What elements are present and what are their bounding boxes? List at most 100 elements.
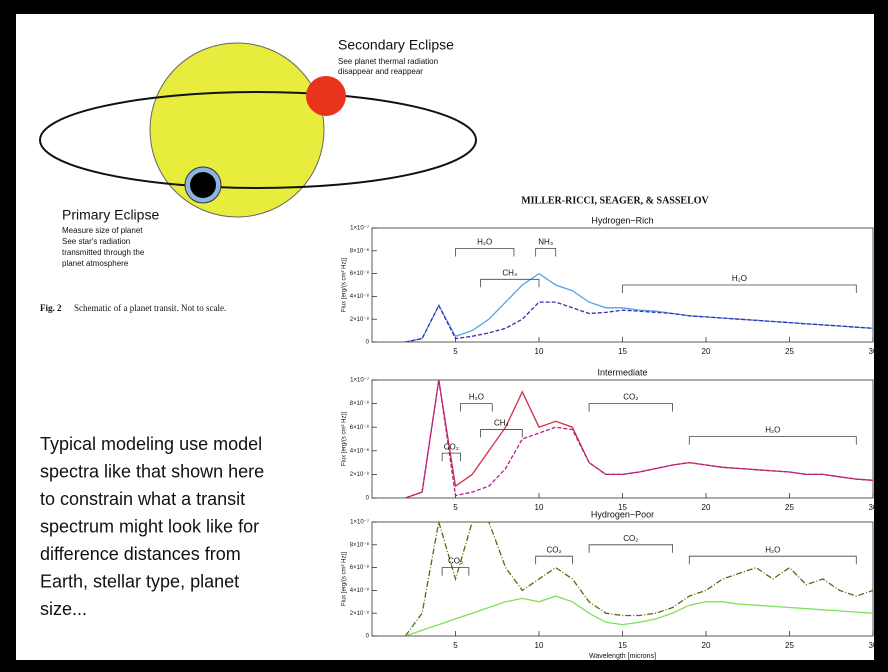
annotation-label: CO₂ — [444, 442, 459, 451]
y-tick-label: 8×10⁻⁸ — [350, 247, 370, 254]
orbit — [39, 91, 477, 189]
secondary-title: Secondary Eclipse — [338, 37, 454, 53]
spectrum-line — [405, 301, 873, 342]
annotation-label: CO₂ — [623, 393, 638, 402]
y-axis-label: Flux [erg/(s cm² Hz)] — [342, 258, 348, 313]
annotation-label: NH₃ — [538, 238, 553, 247]
annotation-bracket — [688, 436, 857, 445]
body-text-line: difference distances from — [40, 544, 241, 564]
x-axis-label: Wavelength [microns] — [589, 653, 656, 660]
annotation-bracket — [441, 452, 461, 462]
secondary-line: See planet thermal radiation — [338, 57, 438, 66]
y-tick-label: 4×10⁻⁸ — [350, 447, 370, 454]
secondary-line: disappear and reappear — [338, 67, 423, 76]
x-tick-label: 15 — [618, 503, 627, 512]
y-tick-label: 1×10⁻⁷ — [350, 377, 369, 384]
body-text-line: to constrain what a transit — [40, 489, 245, 509]
y-tick-label: 1×10⁻⁷ — [350, 225, 369, 232]
y-tick-label: 6×10⁻⁸ — [350, 424, 370, 431]
primary-line: Measure size of planet — [62, 226, 143, 235]
annotation-bracket — [441, 567, 470, 576]
annotation-bracket — [588, 403, 673, 412]
x-tick-label: 30 — [869, 641, 878, 650]
y-tick-label: 6×10⁻⁸ — [350, 270, 370, 277]
y-tick-label: 4×10⁻⁸ — [350, 293, 370, 300]
y-tick-label: 2×10⁻⁸ — [350, 471, 370, 478]
x-tick-label: 5 — [453, 641, 458, 650]
y-axis-label: Flux [erg/(s cm² Hz)] — [342, 412, 348, 467]
annotation-bracket — [455, 248, 515, 257]
y-tick-label: 1×10⁻⁷ — [350, 519, 369, 526]
primary-line: See star's radiation — [62, 237, 130, 246]
y-tick-label: 8×10⁻⁸ — [350, 400, 370, 407]
star — [149, 42, 325, 218]
annotation-bracket — [688, 555, 857, 565]
spectrum-line — [404, 522, 873, 636]
x-tick-label: 20 — [702, 641, 711, 650]
primary-line: planet atmosphere — [62, 259, 129, 268]
annotation-label: CH₄ — [494, 419, 509, 428]
primary-line: transmitted through the — [62, 248, 145, 257]
annotation-label: H₂O — [477, 238, 492, 247]
annotation-bracket — [622, 284, 857, 293]
panel-title: Intermediate — [597, 367, 647, 377]
x-tick-label: 5 — [453, 347, 458, 356]
annotation-bracket — [480, 278, 540, 288]
y-tick-label: 0 — [366, 340, 370, 346]
spectrum-line — [405, 595, 873, 636]
y-tick-label: 4×10⁻⁸ — [350, 587, 370, 594]
annotation-label: CO₂ — [623, 534, 638, 543]
body-text-line: Earth, stellar type, planet — [40, 571, 239, 591]
annotation-bracket — [480, 429, 523, 438]
annotation-label: H₂O — [732, 274, 747, 283]
y-tick-label: 2×10⁻⁸ — [350, 316, 370, 323]
x-tick-label: 25 — [785, 503, 794, 512]
spectrum-line — [405, 380, 873, 498]
plot-area — [404, 522, 873, 636]
x-tick-label: 10 — [535, 503, 544, 512]
x-tick-label: 20 — [702, 347, 711, 356]
annotation-label: CO₂ — [546, 545, 561, 554]
caption-label: Fig. 2 — [40, 303, 62, 313]
annotation-label: H₂O — [765, 426, 780, 435]
x-tick-label: 30 — [869, 503, 878, 512]
annotation-bracket — [588, 544, 673, 553]
panel-title: Hydrogen−Poor — [591, 509, 654, 519]
annotation-label: CH₄ — [502, 268, 517, 277]
annotation-label: H₂O — [765, 545, 780, 554]
primary-title: Primary Eclipse — [62, 207, 159, 223]
figure-header: MILLER-RICCI, SEAGER, & SASSELOV — [521, 195, 709, 206]
y-tick-label: 2×10⁻⁸ — [350, 610, 370, 617]
planet-secondary — [306, 76, 346, 116]
body-text-line: spectra like that shown here — [40, 461, 264, 481]
y-tick-label: 8×10⁻⁸ — [350, 541, 370, 548]
plot-area — [405, 272, 873, 342]
spectrum-line — [405, 380, 873, 498]
annotation-bracket — [535, 248, 557, 257]
body-text-line: spectrum might look like for — [40, 516, 259, 536]
body-text-line: size... — [40, 599, 87, 619]
annotation-bracket — [460, 403, 493, 412]
x-tick-label: 25 — [785, 347, 794, 356]
x-tick-label: 15 — [618, 641, 627, 650]
x-tick-label: 30 — [869, 347, 878, 356]
annotation-label: H₂O — [469, 393, 484, 402]
y-tick-label: 0 — [366, 634, 370, 640]
caption-text: Schematic of a planet transit. Not to sc… — [74, 303, 226, 313]
y-axis-label: Flux [erg/(s cm² Hz)] — [342, 552, 348, 607]
x-tick-label: 20 — [702, 503, 711, 512]
x-tick-label: 15 — [618, 347, 627, 356]
annotation-bracket — [535, 555, 573, 565]
x-tick-label: 25 — [785, 641, 794, 650]
x-tick-label: 10 — [535, 641, 544, 650]
y-tick-label: 0 — [366, 496, 370, 502]
plot-area — [405, 380, 873, 498]
panel-title: Hydrogen−Rich — [591, 215, 653, 225]
planet-primary — [190, 172, 216, 198]
annotation-label: CO₂ — [448, 557, 463, 566]
x-tick-label: 5 — [453, 503, 458, 512]
y-tick-label: 6×10⁻⁸ — [350, 564, 370, 571]
x-tick-label: 10 — [535, 347, 544, 356]
